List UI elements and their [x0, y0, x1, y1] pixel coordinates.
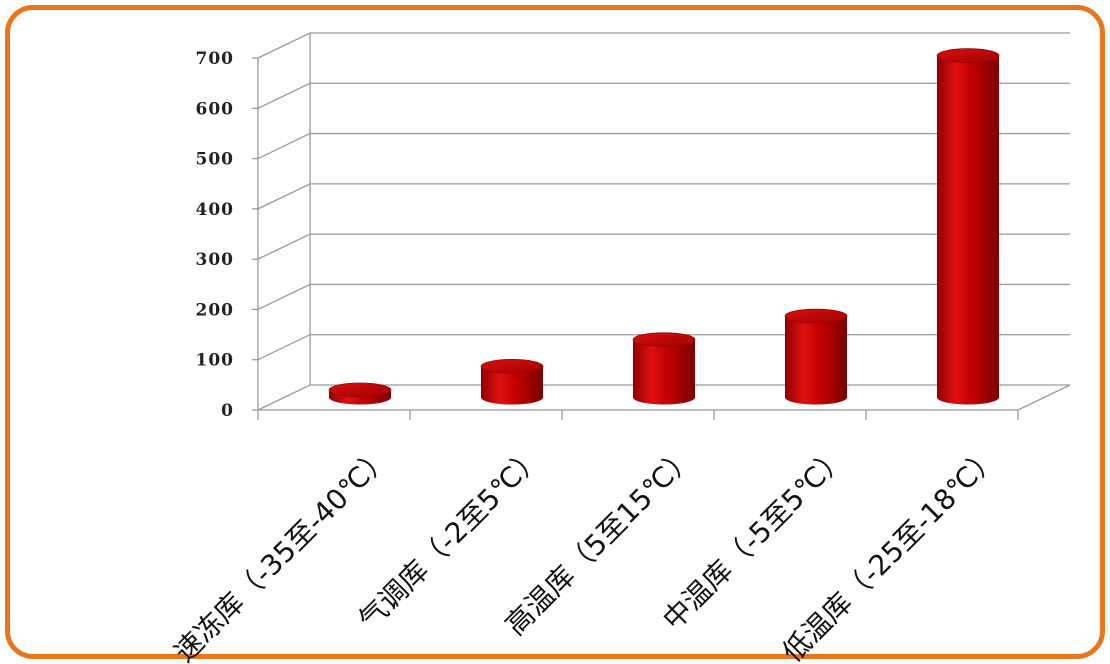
floor-plane — [257, 384, 1071, 411]
y-tick-label: 0 — [221, 401, 234, 421]
bar — [328, 382, 392, 405]
bar-layer — [328, 48, 1000, 405]
y-tick-label: 100 — [196, 351, 235, 371]
y-tick-label: 400 — [196, 200, 235, 220]
chart-frame — [5, 5, 1105, 659]
bar — [784, 308, 848, 405]
axis-layer — [252, 33, 1071, 420]
bar — [936, 48, 1000, 405]
y-tick-label: 700 — [196, 49, 235, 69]
bar — [632, 332, 696, 405]
bar — [480, 359, 544, 405]
x-tick-label: 速冻库（-35至-40℃） — [168, 440, 397, 664]
y-tick-label: 500 — [196, 150, 235, 170]
y-tick-label: 300 — [196, 250, 235, 270]
y-tick-label: 200 — [196, 300, 235, 320]
y-tick-label: 600 — [196, 99, 235, 119]
